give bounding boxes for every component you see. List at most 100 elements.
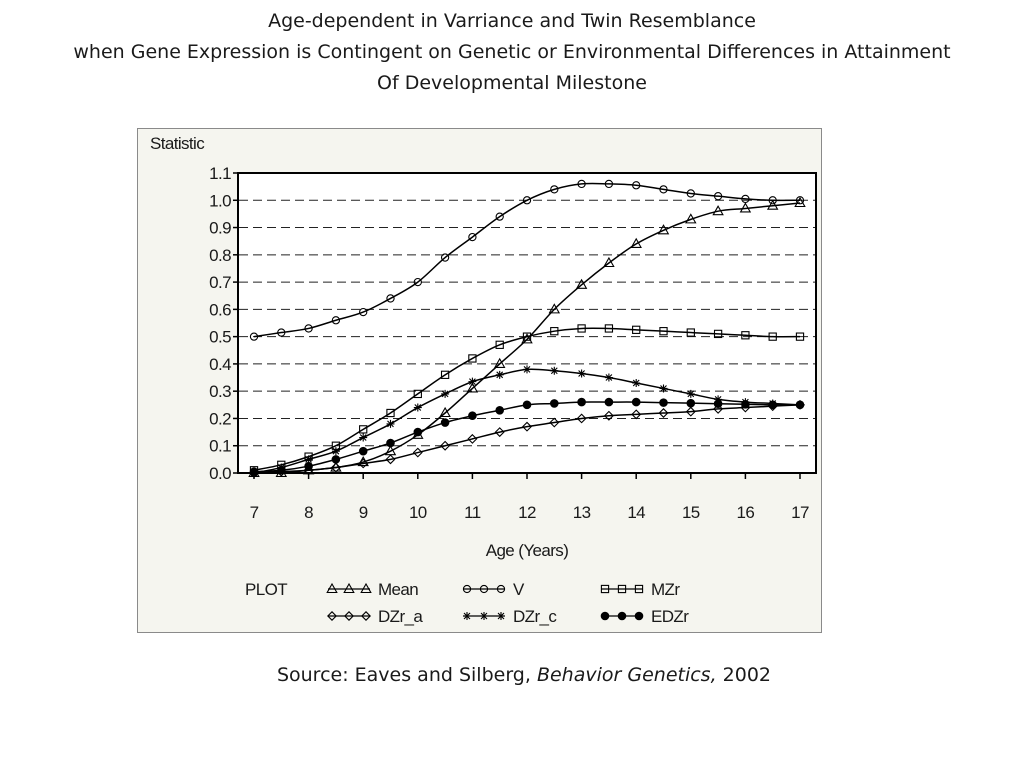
data-point-edzr [768, 400, 778, 410]
y-tick-label: 0.8 [209, 246, 231, 265]
data-point-dzr-c [577, 369, 586, 378]
x-tick-label: 14 [627, 503, 645, 522]
legend-label-v: V [513, 580, 525, 599]
y-tick-label: 0.7 [209, 273, 231, 292]
legend-label-mean: Mean [378, 580, 418, 599]
data-point-v [440, 253, 450, 262]
legend-marker-mzr [617, 584, 627, 594]
legend-marker-dzr-a [361, 611, 371, 621]
data-point-v [249, 332, 259, 341]
data-point-mean [630, 237, 642, 248]
data-point-v [550, 185, 559, 194]
data-point-v [331, 316, 341, 325]
legend-item-dzr-c: DZr_c [463, 607, 558, 626]
title-line-2: when Gene Expression is Contingent on Ge… [73, 41, 951, 63]
data-point-v [386, 294, 395, 303]
data-point-v [604, 179, 614, 189]
data-point-edzr [277, 465, 286, 475]
y-tick-label: 1.1 [209, 164, 231, 183]
legend-marker-edzr [634, 611, 644, 621]
data-point-mzr [686, 328, 695, 337]
data-point-edzr [358, 446, 368, 456]
data-point-mean [657, 224, 670, 235]
data-point-mean [521, 333, 533, 344]
y-tick-label: 0.0 [209, 464, 231, 483]
legend-marker-mean [326, 582, 338, 594]
data-point-mean [548, 303, 561, 314]
data-point-edzr [550, 399, 559, 408]
data-point-dzr-c [714, 395, 723, 404]
data-point-mean [439, 406, 451, 418]
data-point-dzr-a [631, 409, 642, 420]
data-point-dzr-c [304, 455, 313, 464]
data-point-dzr-c [468, 377, 477, 386]
series-line-mzr [253, 327, 801, 472]
source-journal: Behavior Genetics, [536, 664, 717, 686]
data-point-mzr [741, 331, 750, 340]
legend-item-mean: Mean [326, 580, 419, 599]
data-point-dzr-c [441, 389, 450, 398]
data-point-dzr-a [412, 447, 423, 458]
x-tick-label: 9 [359, 503, 368, 522]
title-line-1: Age-dependent in Varriance and Twin Rese… [268, 10, 756, 32]
data-point-v [768, 196, 777, 205]
data-point-dzr-a [330, 462, 341, 473]
data-point-mzr [577, 324, 586, 333]
legend-marker-edzr [617, 611, 627, 621]
legend-marker-dzr-c [480, 612, 488, 620]
data-point-dzr-c [604, 373, 613, 382]
data-point-dzr-a [467, 433, 478, 444]
data-point-mzr [495, 340, 504, 349]
data-point-edzr [795, 400, 805, 410]
legend-label-edzr: EDZr [651, 607, 689, 626]
data-point-dzr-a [576, 413, 587, 424]
data-point-mean [766, 199, 779, 210]
source-prefix: Source: Eaves and Silberg, [276, 664, 537, 686]
data-point-dzr-a [358, 458, 369, 469]
data-point-v [741, 194, 750, 204]
data-point-edzr [495, 405, 505, 415]
data-point-mean [575, 278, 588, 289]
data-point-v [686, 189, 695, 198]
data-point-edzr [522, 400, 532, 410]
series-line-v [253, 182, 801, 338]
data-point-edzr [440, 418, 450, 427]
data-point-dzr-c [659, 384, 668, 393]
x-tick-label: 12 [518, 503, 536, 522]
data-point-edzr [577, 397, 586, 407]
data-point-dzr-c [523, 365, 531, 374]
x-tick-label: 11 [464, 503, 481, 522]
data-point-mzr [468, 354, 477, 363]
data-point-mzr [386, 408, 395, 418]
data-point-v [277, 328, 286, 337]
data-point-edzr [631, 397, 641, 407]
x-tick-label: 8 [304, 503, 313, 522]
source-year: 2002 [716, 664, 772, 686]
data-point-mean [493, 357, 506, 368]
legend-label-dzr-c: DZr_c [513, 607, 557, 626]
legend-marker-mzr [634, 584, 644, 594]
x-tick-label: 13 [573, 503, 591, 522]
data-point-dzr-c [550, 366, 559, 375]
y-tick-label: 0.2 [209, 409, 231, 428]
data-point-mzr [795, 332, 805, 341]
legend-marker-dzr-a [327, 611, 337, 621]
legend-label-dzr-a: DZr_a [378, 607, 423, 626]
x-tick-label: 7 [250, 503, 259, 522]
x-tick-label: 15 [682, 503, 700, 522]
data-point-v [359, 307, 368, 317]
data-point-edzr [413, 427, 423, 437]
data-point-dzr-c [632, 379, 641, 387]
y-tick-label: 1.0 [209, 191, 231, 210]
y-tick-label: 0.9 [209, 219, 231, 238]
data-point-dzr-c [359, 433, 368, 442]
data-point-mzr [632, 325, 641, 334]
data-point-mean [603, 256, 615, 268]
data-point-v [495, 212, 504, 221]
data-point-mzr [359, 425, 368, 434]
data-point-dzr-c [413, 403, 422, 412]
data-point-mean [685, 213, 697, 224]
title-line-3: Of Developmental Milestone [377, 72, 647, 94]
source-citation: Source: Eaves and Silberg, Behavior Gene… [0, 664, 1024, 686]
data-point-v [577, 179, 586, 189]
